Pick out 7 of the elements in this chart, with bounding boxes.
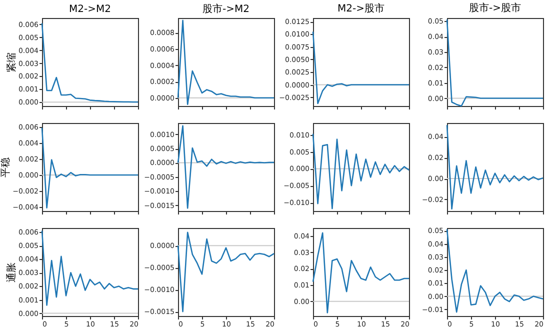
y-axis-title: 通胀 <box>5 262 18 282</box>
y-axis-title: 平稳 <box>0 158 12 178</box>
chart-title: M2->M2 <box>69 4 111 15</box>
chart-title: 股市->股市 <box>469 2 521 14</box>
chart-title: M2->股市 <box>338 2 384 15</box>
chart-title: 股市->M2 <box>202 3 250 15</box>
y-axis-title: 紧缩 <box>5 52 18 72</box>
